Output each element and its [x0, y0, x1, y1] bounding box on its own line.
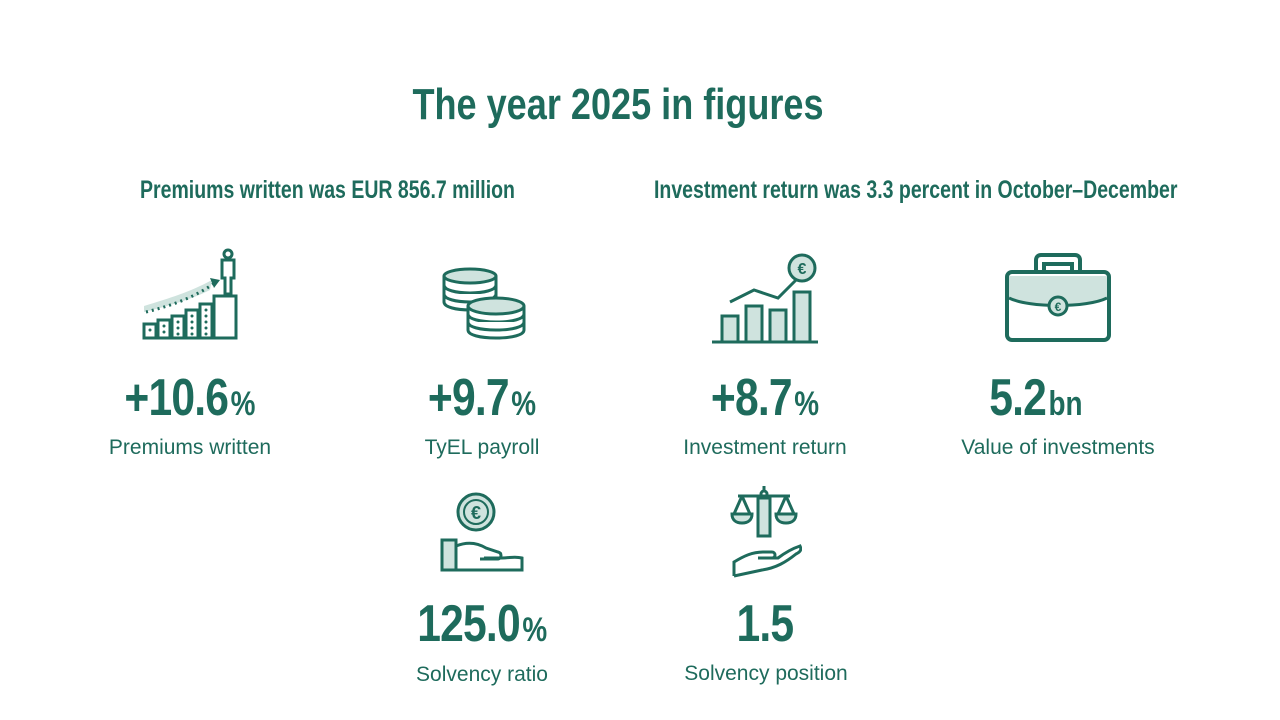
metric-value-of-investments: 5.2bn — [936, 372, 1136, 424]
svg-text:€: € — [798, 261, 807, 278]
metric-tyel-payroll: +9.7% — [382, 372, 582, 424]
metric-label-solvency-ratio: Solvency ratio — [416, 663, 548, 686]
metric-investment-return: +8.7% — [665, 372, 865, 424]
metric-solvency-ratio: 125.0% — [382, 598, 582, 650]
metric-value: 125.0% — [417, 595, 547, 653]
scales-hand-icon — [730, 484, 802, 580]
metric-label-value-of-investments: Value of investments — [961, 436, 1155, 459]
coins-stack-icon — [440, 266, 528, 340]
metric-label-solvency-position: Solvency position — [684, 662, 848, 685]
briefcase-euro-icon: € — [1004, 252, 1112, 344]
svg-text:€: € — [471, 503, 481, 523]
svg-text:€: € — [1055, 300, 1062, 314]
metric-premiums-written: +10.6% — [90, 372, 290, 424]
growth-stairs-person-icon — [140, 246, 242, 342]
metric-value: +9.7% — [427, 369, 537, 427]
metric-value: +8.7% — [710, 369, 820, 427]
subtitle-investment-return: Investment return was 3.3 percent in Oct… — [654, 176, 1178, 204]
metric-label-tyel-payroll: TyEL payroll — [424, 436, 540, 459]
hand-euro-coin-icon: € — [440, 490, 526, 578]
metric-value: +10.6% — [124, 369, 256, 427]
metric-value: 5.2bn — [989, 369, 1083, 427]
page-title: The year 2025 in figures — [412, 80, 824, 129]
subtitle-premiums: Premiums written was EUR 856.7 million — [140, 176, 515, 204]
metric-value: 1.5 — [736, 595, 794, 653]
bar-chart-euro-icon: € — [710, 252, 820, 346]
metric-solvency-position: 1.5 — [666, 598, 866, 650]
metric-label-investment-return: Investment return — [683, 436, 847, 459]
metric-label-premiums-written: Premiums written — [108, 436, 272, 459]
